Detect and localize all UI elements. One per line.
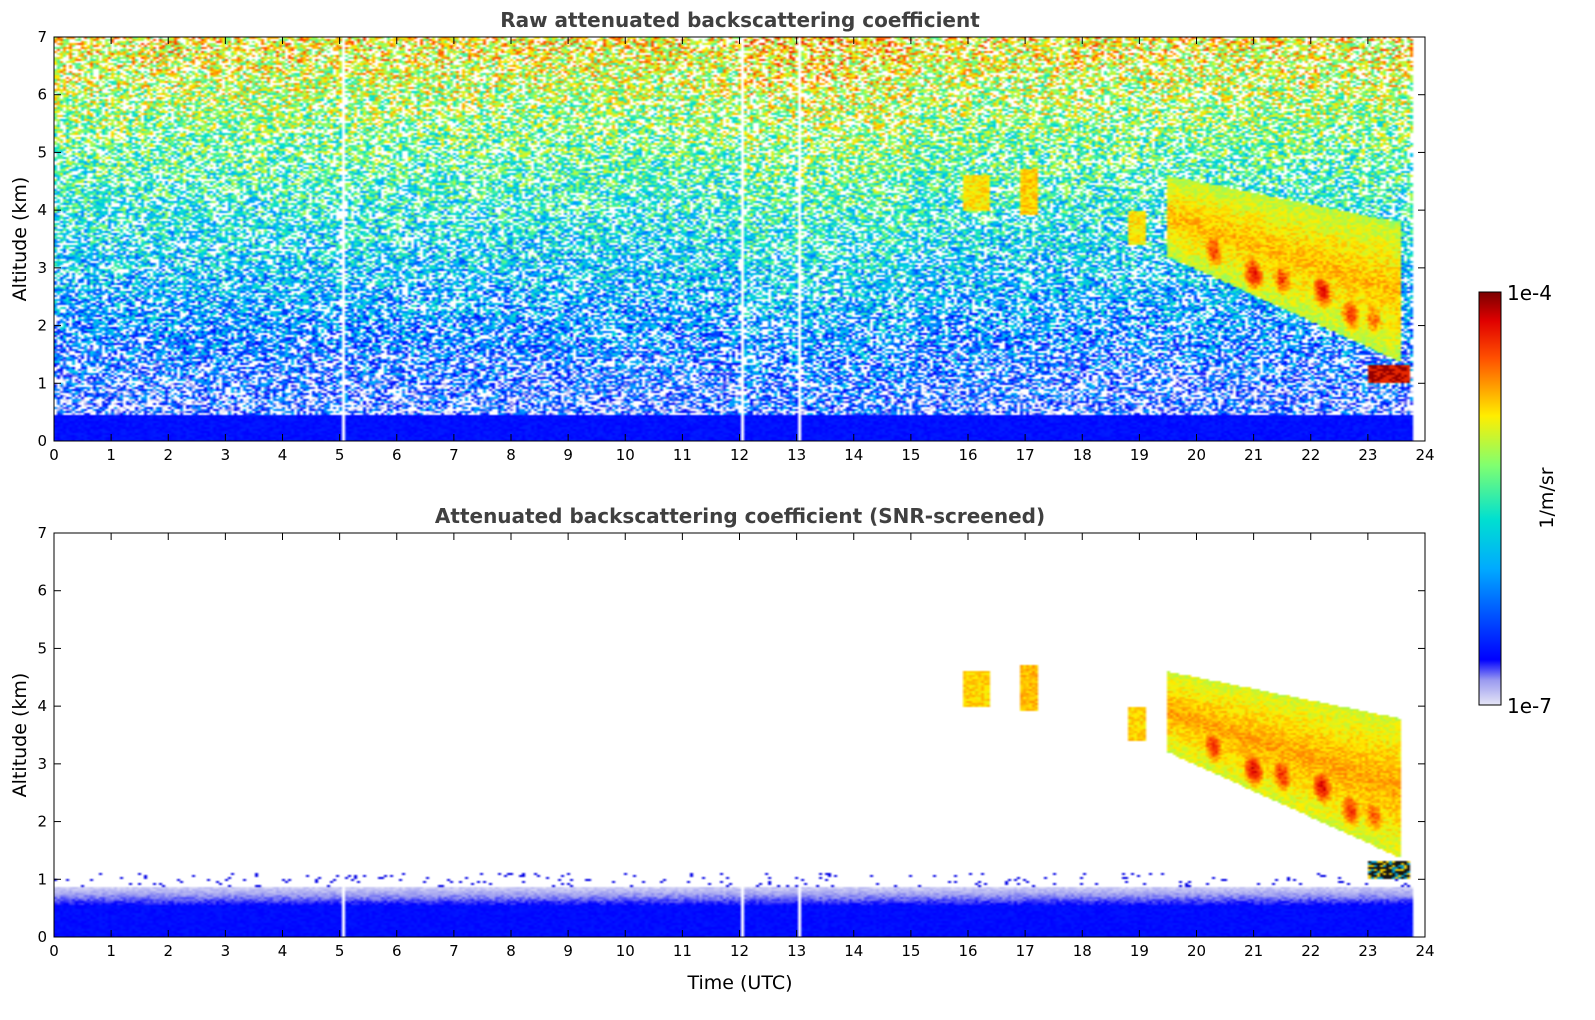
panel-snr-screened: Attenuated backscattering coefficient (S… [9,504,1435,994]
x-tick-label: 22 [1301,446,1320,464]
x-axis-label: Time (UTC) [686,972,792,994]
x-axis: 0 1 2 3 4 5 6 7 8 9 10 11 12 13 14 15 16 17 18 19 20 21 22 23 24 [49,533,1435,960]
y-tick-label: 3 [37,259,47,277]
x-tick-label: 17 [1016,942,1035,960]
y-tick-label: 5 [37,143,47,161]
chart-title: Attenuated backscattering coefficient (S… [435,504,1045,528]
heatmap-raster-snr [54,533,1425,937]
x-tick-label: 10 [616,942,635,960]
x-tick-label: 20 [1187,446,1206,464]
y-tick-label: 0 [37,432,47,450]
x-tick-label: 9 [563,942,573,960]
x-tick-label: 16 [958,942,977,960]
x-tick-label: 17 [1016,446,1035,464]
x-tick-label: 15 [901,446,920,464]
x-tick-label: 4 [278,942,288,960]
x-tick-label: 21 [1244,942,1263,960]
x-tick-label: 14 [844,446,863,464]
y-axis: 0 1 2 3 4 5 6 7 [37,524,1425,946]
x-tick-label: 12 [730,942,749,960]
x-tick-label: 13 [787,446,806,464]
y-tick-label: 6 [37,86,47,104]
x-tick-label: 20 [1187,942,1206,960]
colorbar-min-label: 1e-7 [1507,694,1552,718]
colorbar-gradient [1478,291,1502,706]
y-axis: 0 1 2 3 4 5 6 7 [37,28,1425,450]
x-tick-label: 5 [335,942,345,960]
y-tick-label: 4 [37,697,47,715]
x-tick-label: 19 [1130,942,1149,960]
x-tick-label: 0 [49,446,59,464]
y-tick-label: 1 [37,870,47,888]
x-tick-label: 12 [730,446,749,464]
x-tick-label: 4 [278,446,288,464]
y-axis-label: Altitude (km) [9,177,31,302]
x-tick-label: 10 [616,446,635,464]
x-tick-label: 7 [449,942,459,960]
y-tick-label: 0 [37,928,47,946]
x-tick-label: 0 [49,942,59,960]
x-tick-label: 21 [1244,446,1263,464]
x-tick-label: 16 [958,446,977,464]
y-tick-label: 2 [37,813,47,831]
x-tick-label: 8 [506,446,516,464]
x-tick-label: 2 [163,446,173,464]
chart-title: Raw attenuated backscattering coefficien… [500,8,980,32]
x-tick-label: 6 [392,942,402,960]
heatmap-raster-raw [54,37,1425,441]
y-axis-label: Altitude (km) [9,673,31,798]
colorbar-unit-label: 1/m/sr [1536,467,1558,528]
x-tick-label: 1 [106,446,116,464]
y-tick-label: 7 [37,524,47,542]
y-tick-label: 2 [37,317,47,335]
x-tick-label: 3 [221,446,231,464]
y-tick-label: 6 [37,582,47,600]
x-axis: 0 1 2 3 4 5 6 7 8 9 10 11 12 13 14 15 16 17 18 19 20 21 22 23 24 [49,37,1435,464]
x-tick-label: 5 [335,446,345,464]
x-tick-label: 24 [1415,446,1434,464]
colorbar-max-label: 1e-4 [1507,281,1552,305]
x-tick-label: 6 [392,446,402,464]
x-tick-label: 23 [1358,942,1377,960]
x-tick-label: 18 [1073,446,1092,464]
x-tick-label: 11 [673,942,692,960]
x-tick-label: 14 [844,942,863,960]
y-tick-label: 4 [37,201,47,219]
x-tick-label: 9 [563,446,573,464]
x-tick-label: 1 [106,942,116,960]
x-tick-label: 15 [901,942,920,960]
x-tick-label: 8 [506,942,516,960]
x-tick-label: 2 [163,942,173,960]
x-tick-label: 3 [221,942,231,960]
y-tick-label: 5 [37,639,47,657]
x-tick-label: 19 [1130,446,1149,464]
x-tick-label: 22 [1301,942,1320,960]
panel-raw: Raw attenuated backscattering coefficien… [9,8,1435,464]
x-tick-label: 13 [787,942,806,960]
x-tick-label: 11 [673,446,692,464]
y-tick-label: 3 [37,755,47,773]
x-tick-label: 18 [1073,942,1092,960]
y-tick-label: 1 [37,374,47,392]
y-tick-label: 7 [37,28,47,46]
x-tick-label: 23 [1358,446,1377,464]
colorbar: 1e-4 1e-7 1/m/sr [1478,281,1558,718]
x-tick-label: 24 [1415,942,1434,960]
x-tick-label: 7 [449,446,459,464]
